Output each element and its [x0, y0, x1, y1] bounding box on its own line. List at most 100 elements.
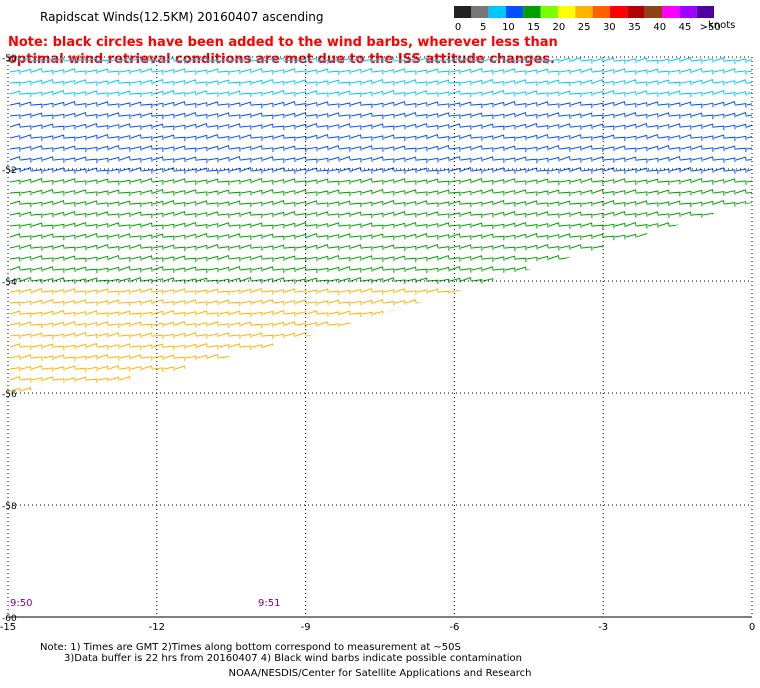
wind-barb	[229, 57, 241, 63]
wind-barb	[207, 243, 219, 249]
wind-barb	[537, 133, 549, 139]
wind-barb	[262, 102, 274, 108]
wind-barb	[53, 378, 65, 383]
wind-barb	[64, 222, 76, 228]
wind-barb	[175, 399, 185, 403]
wind-barb	[438, 144, 450, 150]
wind-barb	[87, 454, 97, 458]
wind-barb	[384, 432, 394, 436]
wind-barb	[658, 168, 670, 174]
wind-barb	[526, 81, 538, 86]
wind-barb	[285, 455, 295, 459]
wind-barb	[549, 443, 559, 447]
wind-barb	[351, 423, 361, 427]
wind-barb	[724, 300, 736, 305]
wind-barb	[361, 365, 373, 370]
wind-barb	[416, 102, 428, 107]
wind-barb	[175, 411, 185, 415]
wind-barb	[405, 257, 417, 263]
wind-barb	[449, 387, 461, 393]
wind-barb	[460, 146, 472, 151]
wind-barb	[163, 211, 175, 217]
wind-barb	[20, 268, 32, 273]
wind-barb	[526, 244, 538, 250]
wind-barb	[461, 399, 471, 403]
wind-barb	[240, 158, 252, 163]
wind-barb	[735, 156, 747, 162]
wind-barb	[152, 233, 164, 239]
wind-barb	[307, 433, 317, 437]
wind-barb	[197, 454, 207, 458]
wind-barb	[559, 167, 571, 173]
wind-barb	[482, 78, 494, 84]
wind-barb	[449, 233, 461, 238]
wind-barb	[604, 444, 614, 448]
wind-barb	[526, 322, 538, 327]
wind-barb	[625, 180, 637, 185]
wind-barb	[10, 400, 20, 404]
wind-barb	[615, 411, 625, 415]
wind-barb	[735, 311, 747, 316]
wind-barb	[229, 212, 241, 218]
wind-barb	[262, 70, 274, 75]
wind-barb	[295, 355, 307, 361]
wind-barb	[20, 166, 32, 172]
wind-barb	[328, 213, 340, 218]
wind-barb	[669, 367, 681, 372]
wind-barb	[130, 68, 142, 74]
wind-barb	[383, 277, 395, 282]
wind-barb	[207, 178, 219, 184]
wind-barb	[691, 67, 703, 73]
wind-barb	[636, 342, 648, 348]
wind-barb	[10, 412, 20, 416]
wind-barb	[603, 387, 615, 392]
wind-barb	[207, 255, 219, 261]
wind-barb	[174, 279, 186, 284]
wind-barb	[141, 136, 153, 141]
wind-barb	[713, 289, 725, 294]
wind-barb	[152, 388, 164, 393]
wind-barb	[131, 423, 141, 427]
wind-barb	[340, 454, 350, 458]
wind-barb	[505, 455, 515, 459]
wind-barb	[548, 266, 560, 272]
wind-barb	[317, 101, 329, 106]
wind-barb	[405, 58, 417, 64]
wind-barb	[526, 289, 538, 295]
wind-barb	[581, 389, 593, 393]
wind-barb	[351, 456, 361, 460]
wind-barb	[460, 113, 472, 119]
wind-barb	[636, 268, 648, 274]
wind-barb	[725, 432, 735, 436]
wind-barb	[460, 321, 472, 327]
wind-barb	[428, 399, 438, 403]
wind-barb	[494, 400, 504, 404]
wind-barb	[295, 168, 307, 174]
wind-barb	[702, 290, 714, 295]
wind-barb	[680, 386, 692, 392]
wind-barb	[229, 135, 241, 140]
wind-barb	[142, 399, 152, 403]
wind-barb	[460, 134, 472, 139]
wind-barb	[735, 290, 747, 295]
wind-barb	[207, 353, 219, 359]
wind-barb	[416, 244, 428, 250]
wind-barb	[185, 156, 197, 162]
wind-barb	[603, 354, 615, 360]
wind-barb	[273, 113, 285, 119]
wind-barb	[526, 90, 538, 95]
wind-barb	[119, 167, 131, 173]
wind-barb	[702, 212, 714, 218]
wind-barb	[449, 355, 461, 360]
wind-barb	[636, 322, 648, 327]
wind-barb	[460, 333, 472, 339]
wind-barb	[20, 223, 32, 229]
wind-barb	[284, 267, 296, 273]
wind-barb	[284, 222, 296, 228]
wind-barb	[317, 312, 329, 317]
wind-barb	[174, 112, 186, 118]
wind-barb	[702, 58, 714, 63]
wind-barb	[724, 145, 736, 151]
legend-label: 15	[527, 22, 540, 32]
wind-barb	[384, 456, 394, 460]
